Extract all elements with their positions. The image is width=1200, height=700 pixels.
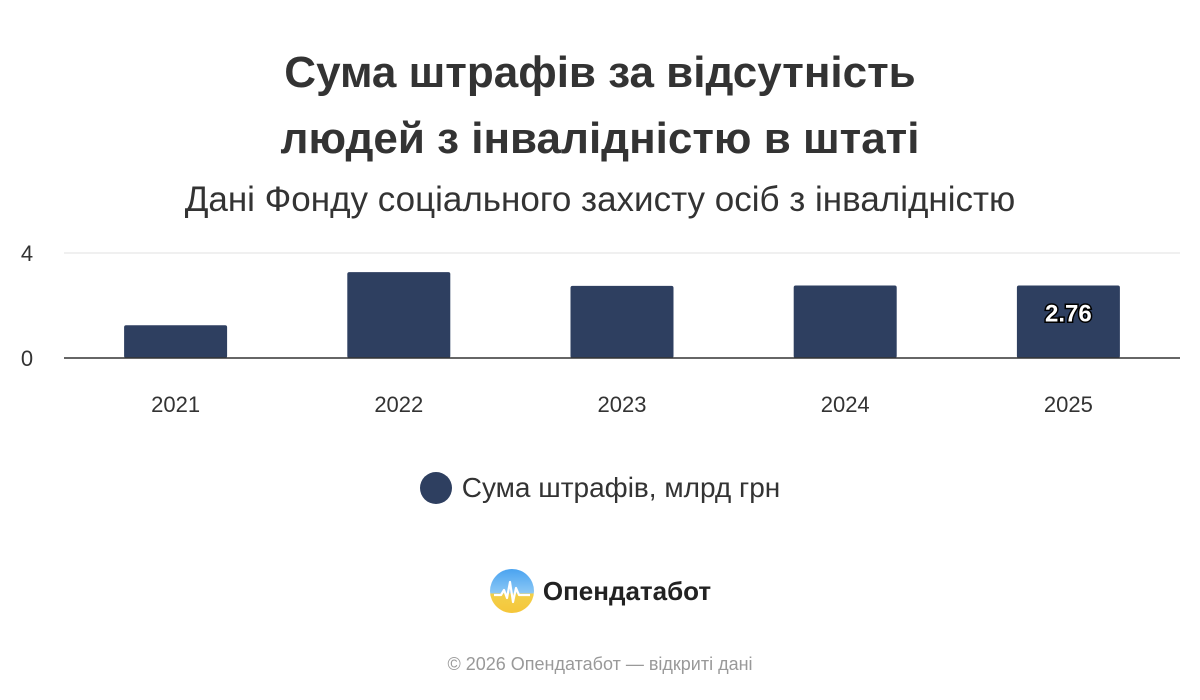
bar-2024 [793, 285, 897, 358]
y-tick-label: 0 [21, 346, 33, 371]
legend-label: Сума штрафів, млрд грн [461, 472, 781, 503]
x-tick-label: 2022 [374, 392, 423, 417]
chart-legend[interactable]: Сума штрафів, млрд грн [0, 472, 1200, 504]
bar-2025 [1016, 285, 1120, 358]
chart-title-line-1: Сума штрафів за відсутність [284, 48, 916, 97]
bar-2021 [124, 325, 228, 358]
x-tick-label: 2024 [821, 392, 870, 417]
bar-2022 [347, 272, 451, 358]
data-label: 2.76 [1045, 301, 1092, 328]
x-tick-label: 2023 [598, 392, 647, 417]
legend-marker [419, 472, 452, 504]
chart-subtitle: Дані Фонду соціального захисту осіб з ін… [184, 180, 1016, 219]
x-tick-label: 2025 [1044, 392, 1093, 417]
bar-2023 [570, 285, 674, 358]
footer-copyright: © 2026 Опендатабот — відкриті дані [447, 654, 753, 674]
x-tick-label: 2021 [151, 392, 200, 417]
chart-title-line-2: людей з інвалідністю в штаті [280, 114, 920, 163]
y-tick-label: 4 [21, 241, 33, 266]
bar-chart: 0 4 2021 2022 2023 2024 2025 2.76 [21, 241, 1180, 417]
brand-logo: Опендатабот [0, 568, 1200, 614]
chart-title: Сума штрафів за відсутність людей з інва… [0, 40, 1200, 172]
opendatabot-logo-icon [489, 569, 534, 613]
brand-name: Опендатабот [542, 575, 712, 606]
